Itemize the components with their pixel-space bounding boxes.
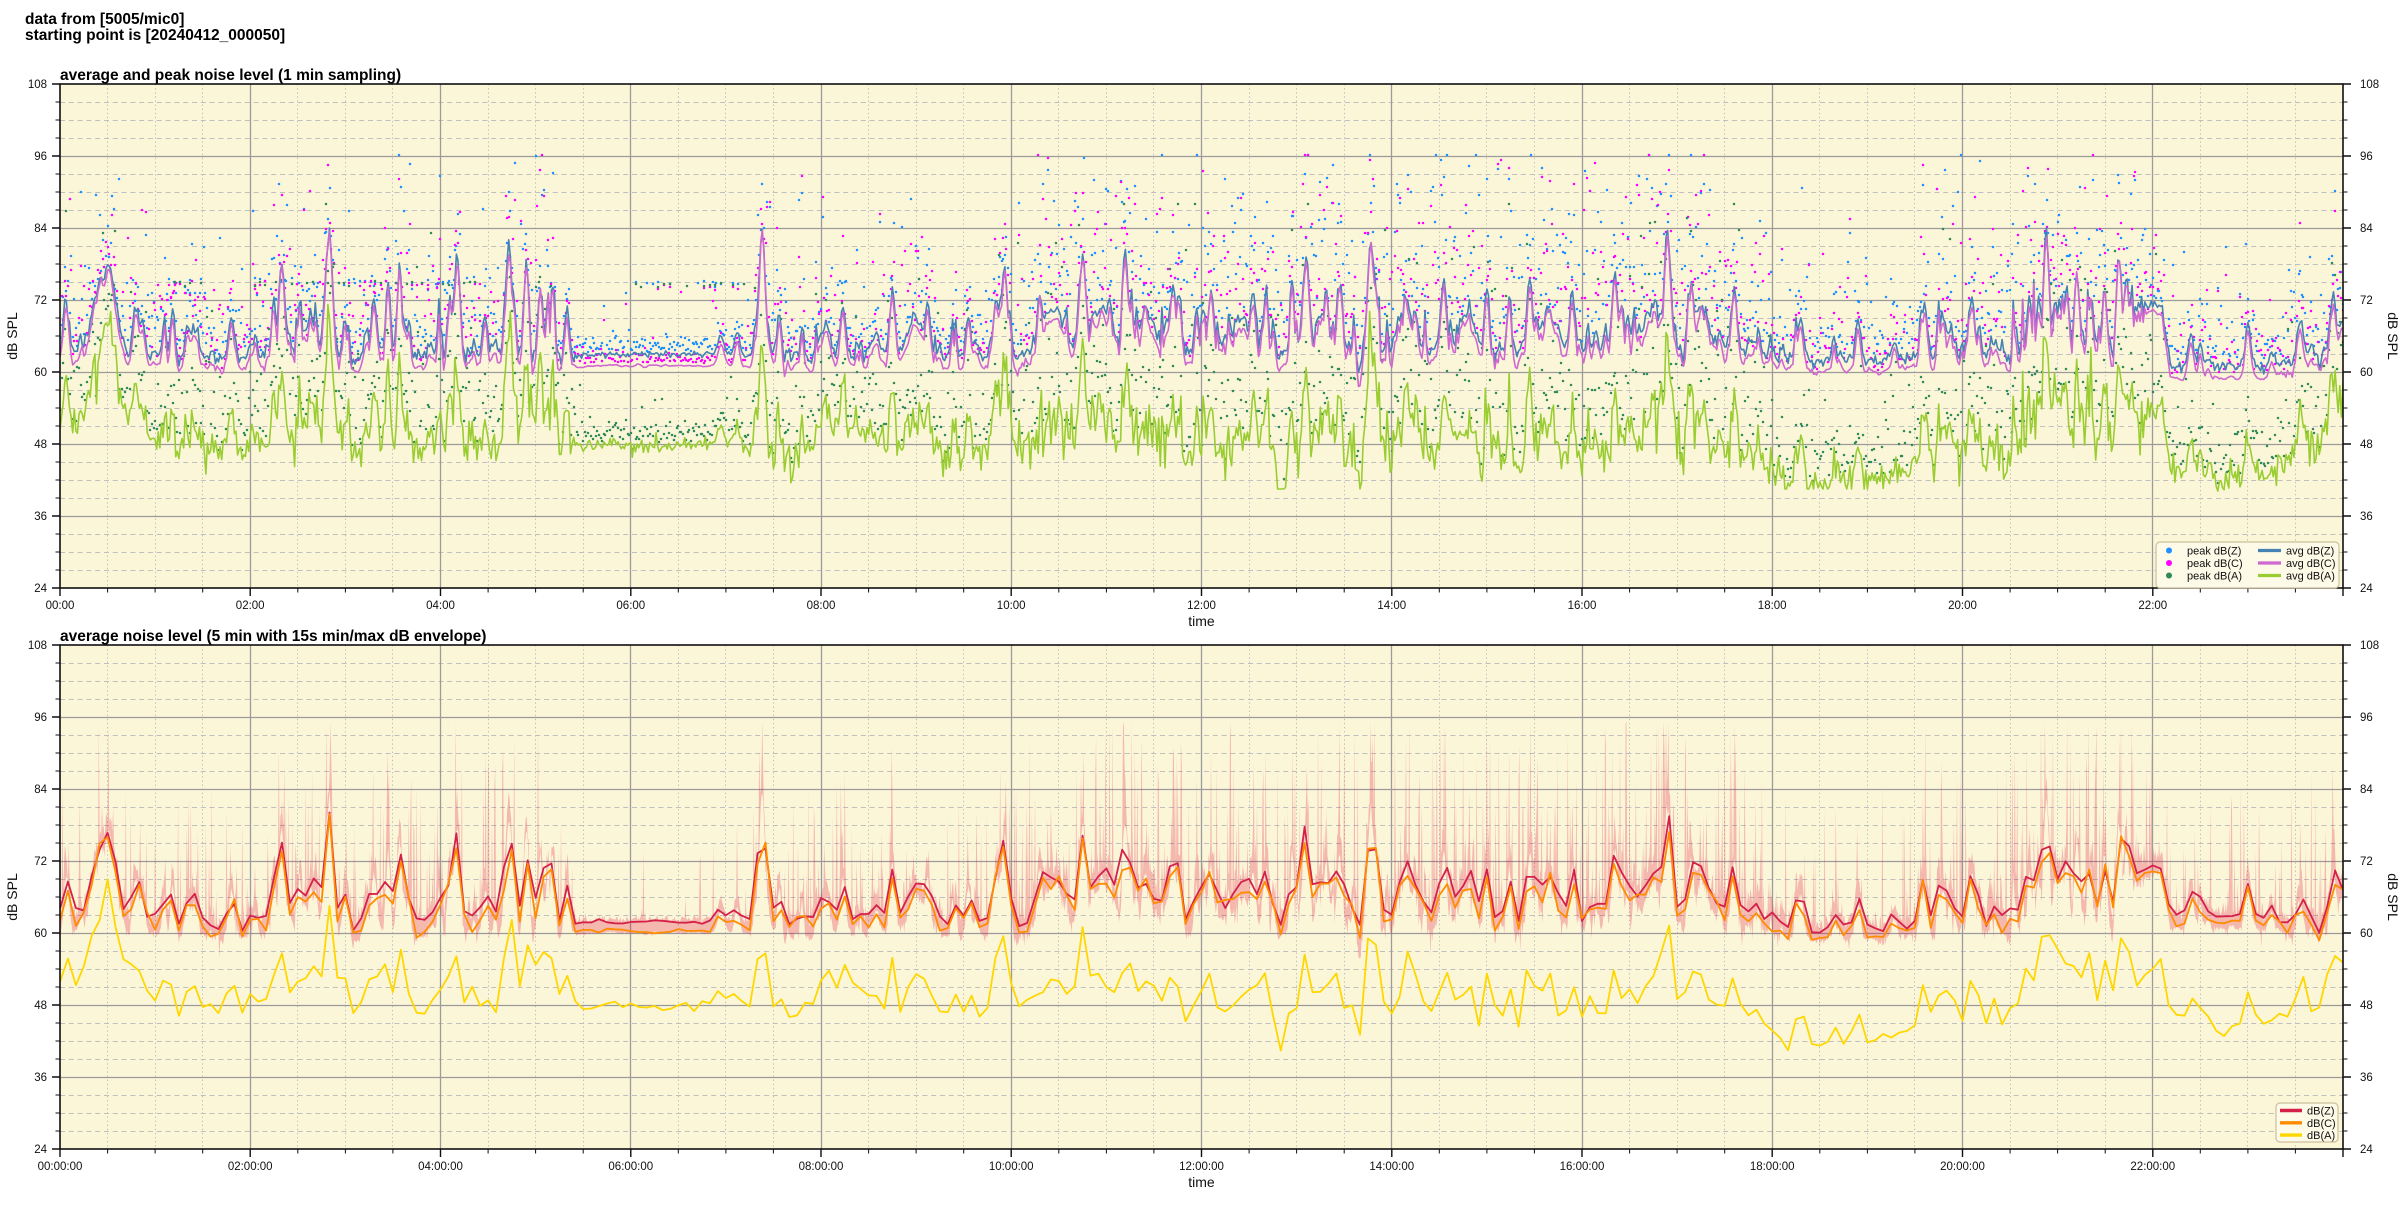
- svg-text:60: 60: [2360, 367, 2373, 379]
- svg-text:20:00:00: 20:00:00: [1940, 1161, 1985, 1173]
- svg-text:72: 72: [2360, 856, 2373, 868]
- svg-text:108: 108: [28, 79, 47, 91]
- svg-text:48: 48: [34, 439, 47, 451]
- svg-text:18:00:00: 18:00:00: [1750, 1161, 1795, 1173]
- svg-text:48: 48: [2360, 439, 2373, 451]
- svg-text:peak dB(A): peak dB(A): [2187, 571, 2242, 583]
- svg-text:22:00:00: 22:00:00: [2130, 1161, 2175, 1173]
- svg-text:60: 60: [2360, 928, 2373, 940]
- svg-text:108: 108: [2360, 640, 2379, 652]
- svg-text:04:00:00: 04:00:00: [418, 1161, 463, 1173]
- svg-text:72: 72: [34, 295, 47, 307]
- svg-text:24: 24: [2360, 583, 2373, 595]
- svg-text:60: 60: [34, 928, 47, 940]
- svg-text:48: 48: [2360, 1000, 2373, 1012]
- svg-text:dB SPL: dB SPL: [4, 873, 20, 921]
- svg-text:time: time: [1188, 1174, 1215, 1190]
- svg-text:108: 108: [28, 640, 47, 652]
- svg-text:average and peak noise level (: average and peak noise level (1 min samp…: [60, 67, 401, 84]
- svg-text:10:00:00: 10:00:00: [989, 1161, 1034, 1173]
- svg-text:average noise level (5 min wit: average noise level (5 min with 15s min/…: [60, 628, 486, 645]
- svg-text:avg dB(C): avg dB(C): [2286, 558, 2336, 570]
- svg-text:dB SPL: dB SPL: [2385, 312, 2400, 360]
- svg-text:10:00: 10:00: [997, 600, 1026, 612]
- svg-text:48: 48: [34, 1000, 47, 1012]
- svg-text:24: 24: [34, 583, 47, 595]
- svg-text:12:00: 12:00: [1187, 600, 1216, 612]
- svg-text:time: time: [1188, 613, 1215, 629]
- svg-text:24: 24: [34, 1144, 47, 1156]
- svg-text:72: 72: [2360, 295, 2373, 307]
- svg-text:14:00: 14:00: [1377, 600, 1406, 612]
- svg-text:16:00:00: 16:00:00: [1560, 1161, 1605, 1173]
- svg-text:00:00: 00:00: [46, 600, 75, 612]
- svg-text:14:00:00: 14:00:00: [1369, 1161, 1414, 1173]
- svg-text:84: 84: [2360, 223, 2373, 235]
- svg-text:96: 96: [34, 712, 47, 724]
- svg-text:24: 24: [2360, 1144, 2373, 1156]
- svg-text:dB(C): dB(C): [2307, 1118, 2336, 1130]
- svg-text:peak dB(Z): peak dB(Z): [2187, 546, 2241, 558]
- svg-text:96: 96: [2360, 712, 2373, 724]
- svg-text:22:00: 22:00: [2138, 600, 2167, 612]
- svg-text:dB(A): dB(A): [2307, 1130, 2335, 1142]
- svg-text:08:00: 08:00: [807, 600, 836, 612]
- svg-text:peak dB(C): peak dB(C): [2187, 558, 2243, 570]
- svg-text:84: 84: [34, 223, 47, 235]
- svg-text:18:00: 18:00: [1758, 600, 1787, 612]
- svg-text:dB SPL: dB SPL: [4, 312, 20, 360]
- svg-text:96: 96: [34, 151, 47, 163]
- svg-text:avg dB(A): avg dB(A): [2286, 571, 2335, 583]
- svg-text:avg dB(Z): avg dB(Z): [2286, 546, 2334, 558]
- svg-text:02:00: 02:00: [236, 600, 265, 612]
- svg-text:60: 60: [34, 367, 47, 379]
- svg-text:36: 36: [2360, 511, 2373, 523]
- svg-text:20:00: 20:00: [1948, 600, 1977, 612]
- svg-text:dB SPL: dB SPL: [2385, 873, 2400, 921]
- svg-text:36: 36: [2360, 1072, 2373, 1084]
- svg-text:12:00:00: 12:00:00: [1179, 1161, 1224, 1173]
- svg-text:108: 108: [2360, 79, 2379, 91]
- svg-text:36: 36: [34, 511, 47, 523]
- svg-text:starting point is [20240412_00: starting point is [20240412_000050]: [25, 27, 285, 44]
- svg-text:84: 84: [34, 784, 47, 796]
- svg-text:36: 36: [34, 1072, 47, 1084]
- svg-text:06:00: 06:00: [616, 600, 645, 612]
- svg-text:16:00: 16:00: [1568, 600, 1597, 612]
- svg-text:08:00:00: 08:00:00: [799, 1161, 844, 1173]
- svg-text:02:00:00: 02:00:00: [228, 1161, 273, 1173]
- svg-text:06:00:00: 06:00:00: [608, 1161, 653, 1173]
- svg-text:00:00:00: 00:00:00: [38, 1161, 83, 1173]
- svg-text:84: 84: [2360, 784, 2373, 796]
- svg-text:72: 72: [34, 856, 47, 868]
- svg-text:data from [5005/mic0]: data from [5005/mic0]: [25, 11, 184, 28]
- svg-text:96: 96: [2360, 151, 2373, 163]
- svg-text:04:00: 04:00: [426, 600, 455, 612]
- svg-text:dB(Z): dB(Z): [2307, 1106, 2335, 1118]
